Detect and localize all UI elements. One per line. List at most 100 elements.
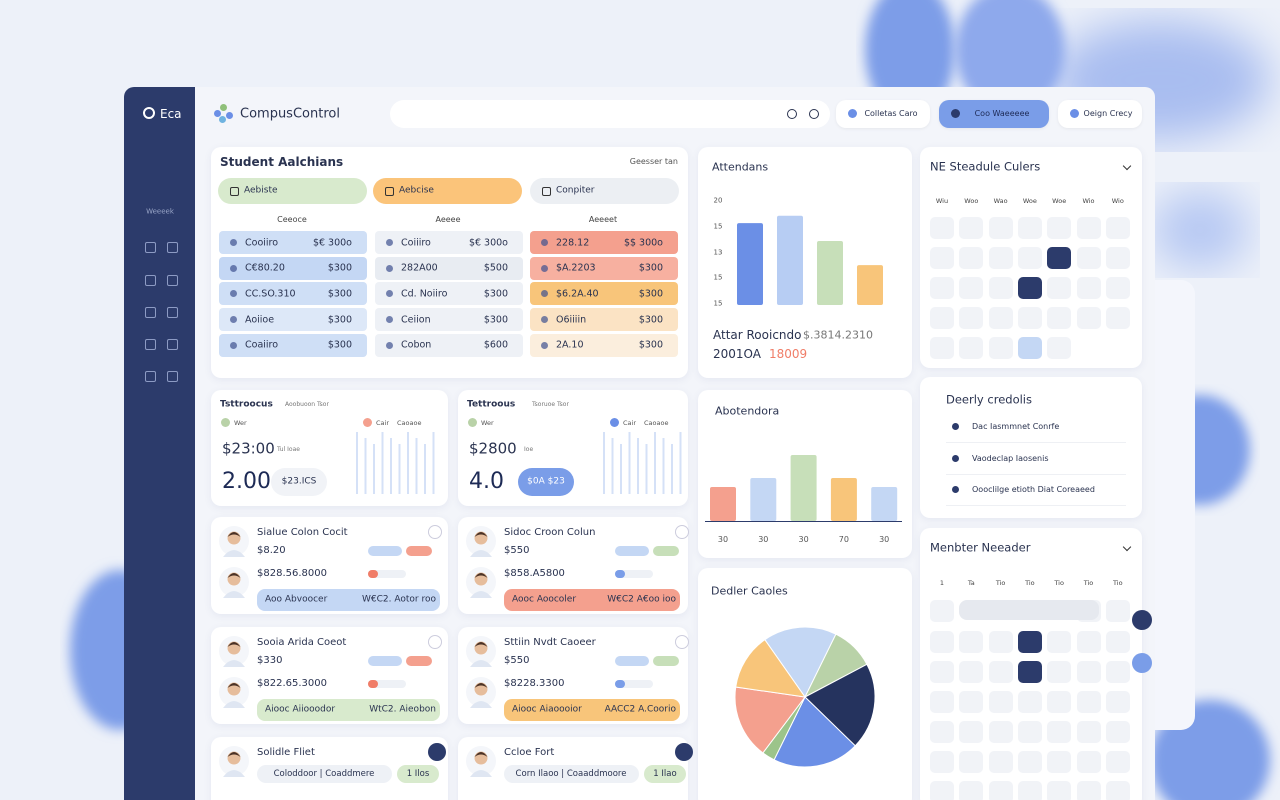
- calendar-cell: [1017, 631, 1042, 653]
- calendar-cell: [988, 781, 1013, 800]
- avatar: [474, 683, 488, 688]
- nav-icon: [145, 307, 156, 318]
- row-name: 228.12: [556, 236, 590, 248]
- calendar-cell: [1017, 277, 1042, 299]
- nav-icon: [145, 275, 156, 286]
- calendar-cell: [959, 247, 984, 269]
- legend-dot: [610, 418, 619, 427]
- calendar-cell: [930, 751, 954, 773]
- filter-label: Aebcise: [399, 185, 434, 196]
- footer-text: Aiooc Aiiooodor: [265, 704, 336, 715]
- row-amount: $500: [483, 262, 508, 274]
- row-icon: [230, 264, 237, 272]
- item-icon: [952, 423, 959, 430]
- add-button: [428, 635, 442, 649]
- spark-bar: [637, 438, 639, 494]
- table-row: [375, 282, 523, 306]
- add-button: [675, 635, 689, 649]
- avatar: [223, 770, 245, 777]
- row-name: $A.2203: [556, 262, 596, 274]
- stats-title: Tettroous: [467, 399, 516, 410]
- calendar-cell: [930, 277, 954, 299]
- spark-bar: [364, 438, 367, 494]
- calendar-cell: [988, 691, 1013, 713]
- calendar-cell: [1076, 781, 1101, 800]
- pie-slice: [773, 696, 856, 768]
- row-icon: [386, 239, 393, 246]
- mini-pill: [615, 656, 649, 666]
- spark-bar: [356, 432, 358, 494]
- calendar-cell: [1017, 661, 1042, 683]
- person-detail: $858.A5800: [504, 568, 565, 579]
- add-button: [428, 525, 442, 539]
- stats-note: Ioe: [524, 446, 534, 453]
- y-tick-label: 15: [713, 299, 723, 308]
- avatar: [223, 591, 245, 598]
- calendar-cell: [988, 307, 1013, 329]
- bar: [710, 487, 736, 521]
- calendar-cell: [959, 217, 984, 239]
- legend-label: Caoaoe: [397, 418, 422, 427]
- weekday-label: Woo: [964, 196, 979, 205]
- footer-text: AACC2 A.Coorio: [604, 704, 676, 715]
- calendar-cell: [1017, 247, 1042, 269]
- calendar-cell: [1047, 337, 1072, 359]
- mini-pill: [368, 546, 402, 556]
- calendar-cell: [959, 277, 984, 299]
- calendar-cell: [959, 631, 984, 653]
- person-detail: $828.56.8000: [257, 568, 327, 579]
- divider: [946, 442, 1126, 443]
- calendar-cell: [930, 337, 954, 359]
- calendar-cell: [988, 631, 1013, 653]
- weekday-label: Woe: [1052, 196, 1067, 205]
- search-bar: [390, 100, 830, 128]
- weekday-label: Tio: [995, 578, 1006, 587]
- nav-icon: [167, 371, 178, 382]
- calendar-cell: [1017, 721, 1042, 743]
- spark-bar: [628, 432, 631, 494]
- person-name: Solidle Fliet: [257, 747, 315, 758]
- calendar-cell: [1047, 277, 1072, 299]
- person-name: Sttiin Nvdt Caoeer: [504, 637, 596, 648]
- stats-subtitle: Tsoruoe Tsor: [532, 401, 569, 408]
- avatar: [474, 642, 488, 647]
- footer-highlight: 18009: [769, 347, 808, 361]
- filter-dropdown[interactable]: [218, 178, 367, 204]
- filter-icon: [230, 187, 239, 196]
- stats-subtitle: Aoobuoon Tsor: [285, 401, 329, 408]
- pie-slice: [734, 686, 806, 754]
- filter-dropdown[interactable]: [530, 178, 679, 204]
- y-tick-label: 20: [713, 196, 723, 205]
- spark-bar: [381, 432, 384, 494]
- row-icon: [230, 316, 237, 324]
- legend-dot: [221, 418, 230, 427]
- nav-icon: [145, 339, 156, 350]
- row-amount: $300: [638, 313, 663, 325]
- calendar-cell: [930, 781, 954, 800]
- weekday-label: Wio: [1111, 196, 1124, 205]
- person-name: Sialue Colon Cocit: [257, 527, 348, 538]
- tag-text: Coloddoor | Coaddmere: [273, 768, 375, 779]
- progress-fill: [368, 570, 378, 578]
- progress-track: [615, 680, 653, 688]
- filter-dropdown[interactable]: [373, 178, 522, 204]
- pie-slice: [764, 626, 837, 698]
- row-icon: [541, 239, 548, 246]
- progress-track: [615, 570, 653, 578]
- calendar-cell: [1076, 247, 1101, 269]
- person-amount: $550: [504, 545, 530, 556]
- calendar-cell: [930, 661, 954, 683]
- calendar-cell: [1017, 781, 1042, 800]
- calendar-cell: [1076, 631, 1101, 653]
- bar: [857, 265, 883, 305]
- pie-slice: [804, 663, 876, 747]
- card-title: Menbter Neeader: [930, 540, 1031, 555]
- row-name: Cd. Noiiro: [401, 288, 448, 300]
- avatar: [227, 573, 241, 578]
- avatar: [470, 701, 492, 708]
- item-icon: [952, 486, 959, 493]
- row-amount: $300: [327, 313, 352, 325]
- row-amount: $300: [638, 288, 663, 300]
- nav-icon: [145, 242, 156, 253]
